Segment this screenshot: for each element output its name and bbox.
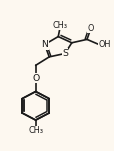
Text: CH₃: CH₃ <box>28 126 43 135</box>
Text: CH₃: CH₃ <box>53 21 67 30</box>
Text: S: S <box>62 49 67 58</box>
Text: N: N <box>41 40 48 49</box>
Text: OH: OH <box>98 40 110 49</box>
Text: O: O <box>32 74 39 83</box>
Text: O: O <box>87 24 93 33</box>
